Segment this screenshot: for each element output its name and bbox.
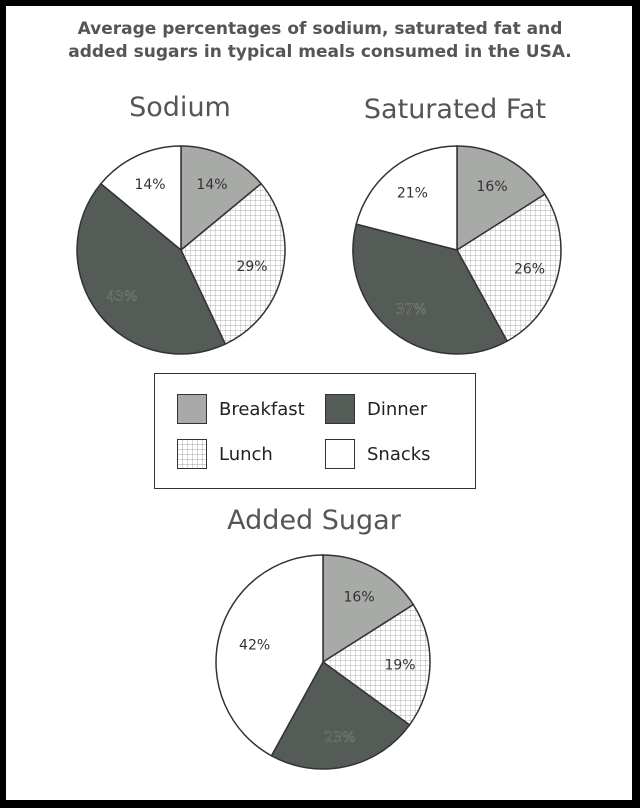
sodium-pie-title: Sodium <box>129 92 231 123</box>
sodium-slice-snacks <box>99 145 182 252</box>
sodium-label-dinner: 43% <box>106 289 137 305</box>
legend-swatch-breakfast <box>177 394 207 424</box>
added-sugar-label-breakfast: 16% <box>344 589 375 605</box>
sodium-label-snacks: 14% <box>134 177 165 193</box>
saturated-fat-slice-lunch <box>456 193 562 343</box>
chart-title-line1: Average percentages of sodium, saturated… <box>77 19 563 39</box>
saturated-fat-slice-breakfast <box>456 145 546 252</box>
legend-label-breakfast: Breakfast <box>219 398 305 420</box>
sodium-label-breakfast: 14% <box>196 177 227 193</box>
legend-item-lunch: Lunch <box>177 439 273 469</box>
added-sugar-slice-snacks <box>215 554 324 757</box>
added-sugar-slice-dinner <box>270 660 411 770</box>
added-sugar-label-lunch: 19% <box>384 657 415 673</box>
sodium-slice-dinner <box>76 182 227 355</box>
sodium-label-lunch: 29% <box>236 259 267 275</box>
sodium-slice-breakfast <box>180 145 263 252</box>
saturated-fat-label-dinner: 37% <box>396 302 427 318</box>
legend-swatch-dinner <box>325 394 355 424</box>
added-sugar-pie: 16% 19% 23% 42% <box>215 554 431 770</box>
sodium-pie: 14% 29% 43% 14% <box>76 145 286 355</box>
legend: Breakfast Dinner Lunch Snacks <box>154 373 476 489</box>
chart-title: Average percentages of sodium, saturated… <box>0 18 640 64</box>
legend-item-snacks: Snacks <box>325 439 431 469</box>
saturated-fat-label-breakfast: 16% <box>477 179 508 195</box>
legend-label-dinner: Dinner <box>367 398 428 420</box>
legend-label-lunch: Lunch <box>219 443 273 465</box>
saturated-fat-pie-title: Saturated Fat <box>363 94 547 125</box>
legend-swatch-snacks <box>325 439 355 469</box>
saturated-fat-slice-dinner <box>352 223 509 355</box>
saturated-fat-pie: 16% 26% 37% 21% <box>352 145 562 355</box>
saturated-fat-label-lunch: 26% <box>514 262 545 278</box>
added-sugar-label-snacks: 42% <box>239 637 270 653</box>
saturated-fat-slice-snacks <box>355 145 458 251</box>
legend-item-breakfast: Breakfast <box>177 394 305 424</box>
added-sugar-pie-title: Added Sugar <box>227 505 401 536</box>
added-sugar-label-dinner: 23% <box>324 730 355 746</box>
legend-item-dinner: Dinner <box>325 394 427 424</box>
legend-label-snacks: Snacks <box>367 443 431 465</box>
added-sugar-slice-lunch <box>321 603 431 726</box>
added-sugar-slice-breakfast <box>322 554 415 664</box>
legend-swatch-lunch <box>177 439 207 469</box>
chart-title-line2: added sugars in typical meals consumed i… <box>68 42 572 62</box>
saturated-fat-label-snacks: 21% <box>397 185 428 201</box>
